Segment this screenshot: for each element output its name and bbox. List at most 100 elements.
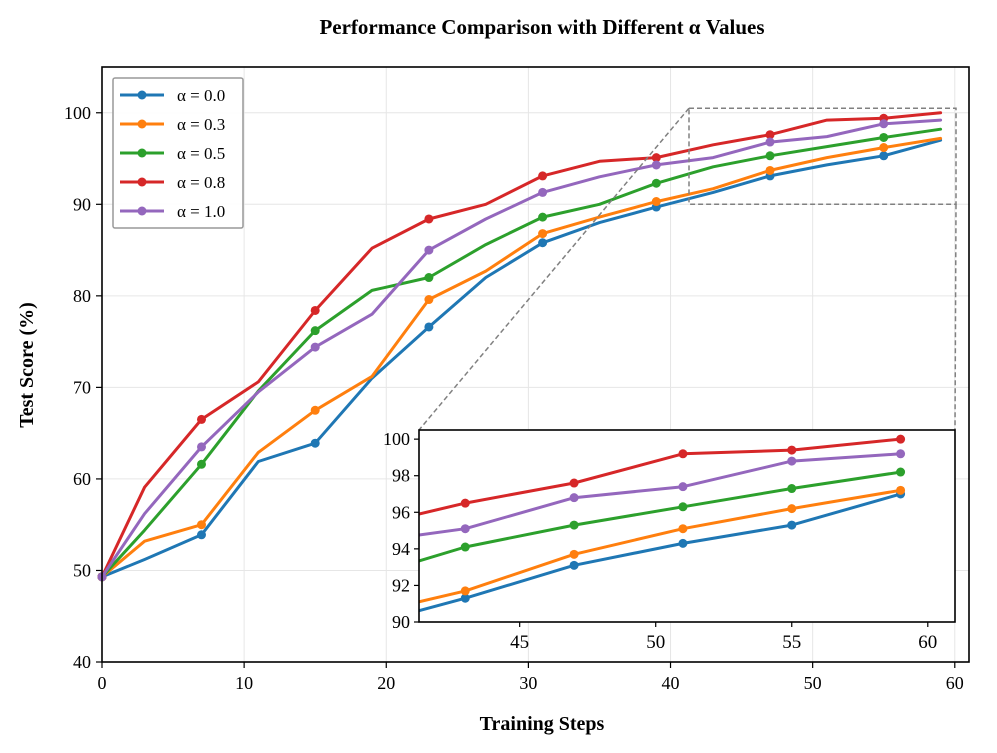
- data-point: [424, 214, 434, 224]
- data-point: [538, 229, 548, 239]
- inset-series-line: [419, 488, 903, 604]
- data-point: [538, 187, 548, 197]
- series-line: [100, 138, 943, 579]
- inset-x-tick-label: 45: [510, 632, 529, 653]
- zoom-connector-lines: [418, 107, 957, 431]
- x-tick-label: 30: [519, 673, 537, 693]
- y-tick-label: 40: [73, 652, 91, 672]
- data-point: [196, 530, 206, 540]
- data-point: [879, 151, 889, 161]
- inset-data-point: [896, 434, 906, 444]
- inset-data-point: [896, 449, 906, 459]
- data-point: [651, 197, 661, 207]
- data-point: [651, 153, 661, 163]
- y-tick-label: 80: [73, 286, 91, 306]
- inset-data-point: [460, 586, 470, 596]
- data-point: [310, 326, 320, 336]
- inset-data-point: [787, 504, 797, 514]
- inset-x-tick-label: 60: [918, 632, 937, 653]
- plot-frame: [101, 66, 970, 663]
- x-tick-label: 40: [662, 673, 680, 693]
- inset-data-point: [678, 538, 688, 548]
- legend-label: α = 0.3: [177, 115, 225, 134]
- inset-series-line: [419, 437, 903, 516]
- y-tick-label: 70: [73, 377, 91, 397]
- data-point: [765, 137, 775, 147]
- inset-data-point: [569, 478, 579, 488]
- data-point: [424, 322, 434, 332]
- x-axis-label: Training Steps: [480, 713, 605, 735]
- main-plot-area: 0 10 20 30 40 50 60 40 50 60 70 80 90 100: [64, 66, 970, 693]
- inset-y-tick-label: 100: [383, 429, 410, 449]
- data-point: [651, 178, 661, 188]
- inset-data-point: [569, 560, 579, 570]
- data-point: [765, 151, 775, 161]
- legend-swatch-marker: [137, 206, 147, 216]
- y-tick-label: 60: [73, 469, 91, 489]
- data-point: [310, 342, 320, 352]
- data-point: [765, 130, 775, 140]
- inset-zoom-plot: 45 50 55 60 90 92 94 96 98 100: [383, 429, 956, 653]
- inset-data-point: [787, 456, 797, 466]
- data-point: [196, 459, 206, 469]
- legend-box: [112, 77, 244, 229]
- inset-y-tick-label: 98: [392, 466, 410, 486]
- y-axis-label: Test Score (%): [16, 302, 38, 428]
- legend-swatch-marker: [137, 177, 147, 187]
- inset-y-tick-label: 94: [392, 539, 410, 559]
- data-point: [310, 405, 320, 415]
- y-tick-label: 90: [73, 194, 91, 214]
- x-tick-label: 50: [804, 673, 822, 693]
- data-point: [879, 143, 889, 153]
- data-point: [879, 119, 889, 129]
- inset-data-point: [787, 445, 797, 455]
- inset-data-point: [460, 593, 470, 603]
- data-point: [538, 212, 548, 222]
- data-point: [538, 238, 548, 248]
- legend-label: α = 0.5: [177, 144, 225, 163]
- data-point: [196, 414, 206, 424]
- inset-series-line: [419, 470, 903, 563]
- series-line: [100, 111, 943, 579]
- legend-label: α = 1.0: [177, 202, 225, 221]
- y-tick-label: 100: [64, 103, 91, 123]
- data-point: [196, 442, 206, 452]
- inset-data-point: [460, 498, 470, 508]
- inset-y-tick-label: 96: [392, 502, 410, 522]
- y-tick-label: 50: [73, 560, 91, 580]
- chart-title: Performance Comparison with Different α …: [319, 15, 764, 39]
- inset-data-point: [896, 485, 906, 495]
- legend-label: α = 0.8: [177, 173, 225, 192]
- inset-data-point: [678, 482, 688, 492]
- data-point: [310, 438, 320, 448]
- inset-data-point: [678, 502, 688, 512]
- inset-series-line: [419, 452, 903, 537]
- inset-data-point: [569, 549, 579, 559]
- inset-series-group: [419, 434, 906, 613]
- data-point: [538, 171, 548, 181]
- inset-data-point: [569, 520, 579, 530]
- inset-x-tick-label: 55: [782, 632, 801, 653]
- inset-data-point: [896, 467, 906, 477]
- inset-x-tick-label: 50: [646, 632, 665, 653]
- inset-data-point: [678, 524, 688, 534]
- inset-frame: [418, 429, 956, 623]
- inset-background: [419, 430, 955, 622]
- legend-label: α = 0.0: [177, 86, 225, 105]
- zoom-region-box: [688, 107, 957, 206]
- series-line: [100, 127, 943, 579]
- legend-swatch-marker: [137, 148, 147, 158]
- data-point: [424, 273, 434, 283]
- inset-y-tick-label: 90: [392, 612, 410, 632]
- inset-data-point: [460, 542, 470, 552]
- x-tick-label: 0: [98, 673, 107, 693]
- inset-data-point: [787, 484, 797, 494]
- x-tick-label: 20: [377, 673, 395, 693]
- legend-swatch-marker: [137, 119, 147, 129]
- zoom-connector-left: [418, 107, 690, 431]
- data-point: [651, 160, 661, 170]
- x-tick-label: 10: [235, 673, 253, 693]
- data-point: [424, 295, 434, 305]
- series-line: [100, 118, 943, 579]
